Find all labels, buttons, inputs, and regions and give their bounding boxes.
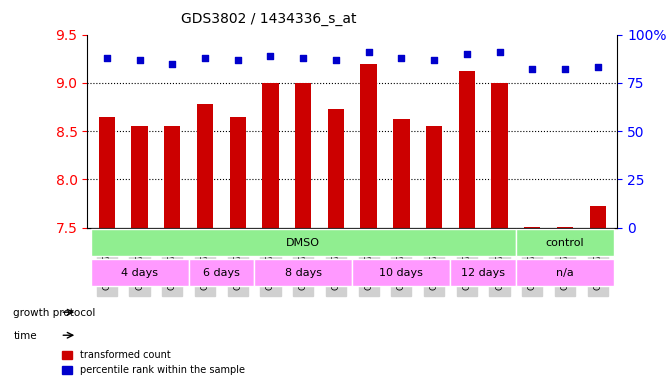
Bar bbox=[91, 259, 189, 286]
Text: GDS3802 / 1434336_s_at: GDS3802 / 1434336_s_at bbox=[180, 12, 356, 25]
Bar bbox=[164, 126, 180, 228]
Text: growth protocol: growth protocol bbox=[13, 308, 96, 318]
Point bbox=[167, 60, 178, 66]
Bar bbox=[516, 259, 614, 286]
Point bbox=[592, 64, 603, 70]
Bar bbox=[557, 227, 573, 228]
Legend: transformed count, percentile rank within the sample: transformed count, percentile rank withi… bbox=[58, 346, 249, 379]
Point bbox=[462, 51, 472, 57]
Bar bbox=[262, 83, 278, 228]
Point bbox=[200, 55, 211, 61]
Bar bbox=[197, 104, 213, 228]
Point bbox=[265, 53, 276, 59]
Text: 8 days: 8 days bbox=[285, 268, 321, 278]
Text: DMSO: DMSO bbox=[287, 238, 320, 248]
Bar bbox=[450, 259, 516, 286]
Bar bbox=[254, 259, 352, 286]
Bar bbox=[189, 259, 254, 286]
Bar bbox=[352, 259, 450, 286]
Point bbox=[560, 66, 570, 73]
Text: control: control bbox=[546, 238, 584, 248]
Point bbox=[396, 55, 407, 61]
Point bbox=[429, 56, 440, 63]
Text: 4 days: 4 days bbox=[121, 268, 158, 278]
Point bbox=[134, 56, 145, 63]
Bar bbox=[516, 229, 614, 257]
Text: time: time bbox=[13, 331, 37, 341]
Bar bbox=[393, 119, 409, 228]
Text: 12 days: 12 days bbox=[461, 268, 505, 278]
Point bbox=[527, 66, 537, 73]
Bar bbox=[360, 65, 377, 228]
Bar bbox=[458, 71, 475, 228]
Bar bbox=[590, 207, 606, 228]
Bar bbox=[327, 109, 344, 228]
Text: n/a: n/a bbox=[556, 268, 574, 278]
Bar bbox=[229, 117, 246, 228]
Bar bbox=[99, 117, 115, 228]
Text: 10 days: 10 days bbox=[379, 268, 423, 278]
Bar bbox=[426, 126, 442, 228]
Text: 6 days: 6 days bbox=[203, 268, 240, 278]
Bar bbox=[132, 126, 148, 228]
Point bbox=[232, 56, 243, 63]
Point bbox=[331, 56, 342, 63]
Bar bbox=[295, 83, 311, 228]
Bar bbox=[491, 83, 508, 228]
Point bbox=[101, 55, 112, 61]
Point bbox=[363, 49, 374, 55]
Bar bbox=[91, 229, 516, 257]
Point bbox=[298, 55, 309, 61]
Bar bbox=[524, 227, 540, 228]
Point bbox=[494, 49, 505, 55]
